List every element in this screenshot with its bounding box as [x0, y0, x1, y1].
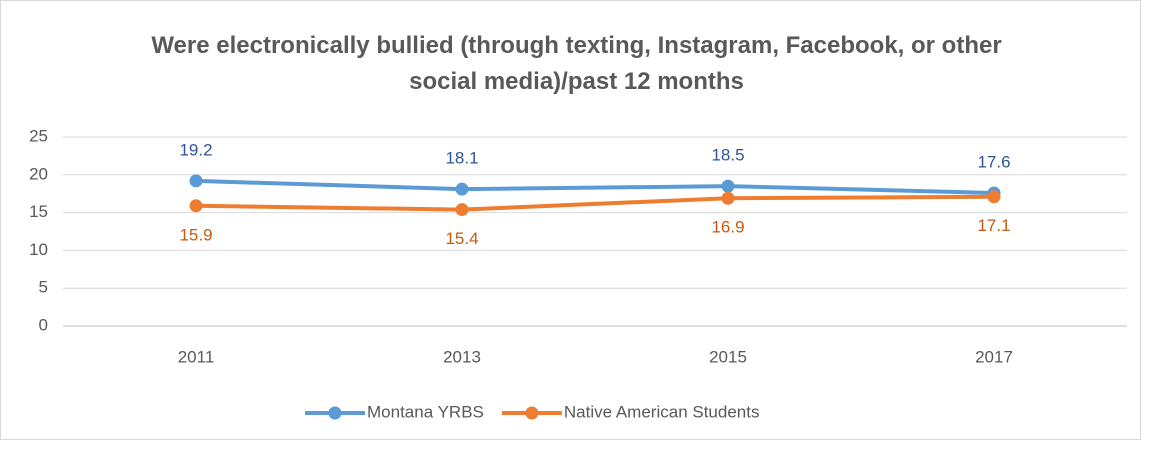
- data-label: 15.4: [445, 229, 478, 248]
- x-tick-label: 2017: [975, 347, 1013, 366]
- data-label: 15.9: [179, 225, 212, 244]
- legend-label: Native American Students: [564, 402, 760, 421]
- data-point: [455, 182, 469, 196]
- y-tick-label: 5: [39, 278, 48, 297]
- data-label: 18.5: [711, 146, 744, 165]
- data-label: 17.6: [977, 152, 1010, 171]
- data-point: [987, 190, 1001, 204]
- y-tick-label: 25: [29, 126, 48, 145]
- series-line: [195, 194, 995, 212]
- data-point: [721, 179, 735, 193]
- data-label: 19.2: [179, 140, 212, 159]
- legend-marker: [328, 406, 342, 420]
- data-label: 16.9: [711, 218, 744, 237]
- data-point: [721, 191, 735, 205]
- chart-border: [0, 0, 1141, 440]
- x-tick-label: 2015: [709, 347, 747, 366]
- x-tick-label: 2013: [443, 347, 481, 366]
- x-tick-label: 2011: [178, 347, 215, 366]
- data-label: 17.1: [977, 216, 1010, 235]
- y-tick-label: 20: [29, 164, 48, 183]
- y-tick-label: 10: [29, 240, 48, 259]
- data-point: [455, 203, 469, 217]
- data-point: [189, 174, 203, 188]
- legend-label: Montana YRBS: [367, 402, 484, 421]
- title-box: Were electronically bullied (through tex…: [0, 28, 1153, 100]
- y-tick-label: 15: [29, 202, 48, 221]
- chart-title: Were electronically bullied (through tex…: [151, 32, 1002, 95]
- data-point: [189, 199, 203, 213]
- data-label: 18.1: [445, 149, 478, 168]
- y-tick-label: 0: [39, 315, 48, 334]
- series-line: [195, 178, 995, 195]
- legend-marker: [525, 406, 539, 420]
